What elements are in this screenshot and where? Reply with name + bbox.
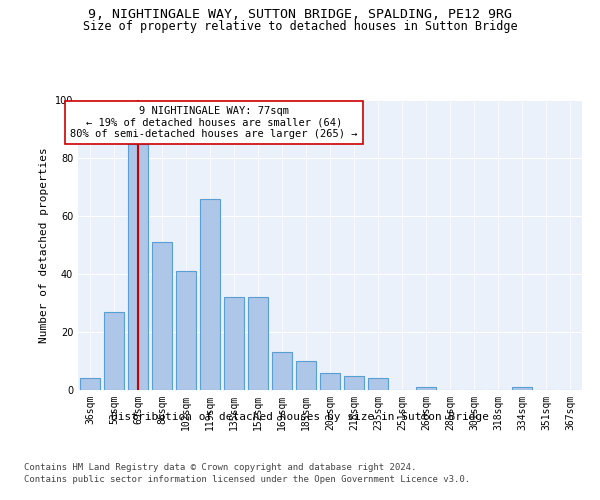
Bar [296, 361, 316, 390]
Bar [176, 271, 196, 390]
Text: Contains public sector information licensed under the Open Government Licence v3: Contains public sector information licen… [24, 475, 470, 484]
Bar [320, 372, 340, 390]
Bar [200, 198, 220, 390]
Bar [368, 378, 388, 390]
Text: Contains HM Land Registry data © Crown copyright and database right 2024.: Contains HM Land Registry data © Crown c… [24, 462, 416, 471]
Bar [512, 387, 532, 390]
Bar [272, 352, 292, 390]
Text: 9, NIGHTINGALE WAY, SUTTON BRIDGE, SPALDING, PE12 9RG: 9, NIGHTINGALE WAY, SUTTON BRIDGE, SPALD… [88, 8, 512, 20]
Text: Size of property relative to detached houses in Sutton Bridge: Size of property relative to detached ho… [83, 20, 517, 33]
Bar [248, 297, 268, 390]
Text: 9 NIGHTINGALE WAY: 77sqm
← 19% of detached houses are smaller (64)
80% of semi-d: 9 NIGHTINGALE WAY: 77sqm ← 19% of detach… [70, 106, 358, 139]
Bar [128, 144, 148, 390]
Bar [344, 376, 364, 390]
Bar [80, 378, 100, 390]
Bar [104, 312, 124, 390]
Bar [224, 297, 244, 390]
Y-axis label: Number of detached properties: Number of detached properties [39, 147, 49, 343]
Bar [416, 387, 436, 390]
Bar [152, 242, 172, 390]
Text: Distribution of detached houses by size in Sutton Bridge: Distribution of detached houses by size … [111, 412, 489, 422]
